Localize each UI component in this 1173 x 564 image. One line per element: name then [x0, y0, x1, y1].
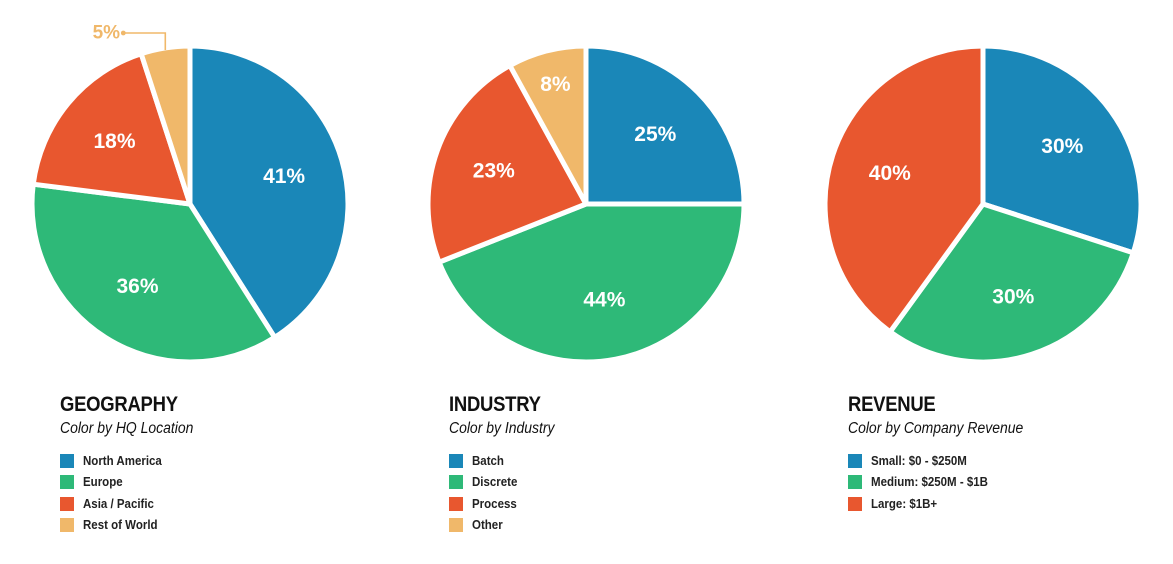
revenue-title: REVENUE [848, 393, 936, 416]
data-label-process: 23% [473, 159, 515, 182]
legend-item-process: Process [449, 493, 566, 515]
industry-caption: INDUSTRY Color by Industry Batch Discret… [449, 392, 566, 536]
legend-label: Discrete [472, 475, 518, 490]
revenue-caption: REVENUE Color by Company Revenue Small: … [848, 392, 1043, 515]
legend-swatch [449, 518, 463, 533]
pie-slice-europe [29, 181, 278, 365]
legend-item-europe: Europe [60, 472, 208, 494]
revenue-legend: Small: $0 - $250M Medium: $250M - $1B La… [848, 450, 1043, 515]
legend-label: Other [472, 518, 503, 533]
legend-item-north-america: North America [60, 450, 208, 472]
legend-swatch [60, 496, 74, 511]
geography-legend: North America Europe Asia / Pacific Rest… [60, 450, 208, 536]
geography-caption: GEOGRAPHY Color by HQ Location North Ame… [60, 392, 208, 536]
legend-swatch [848, 475, 862, 490]
legend-label: Medium: $250M - $1B [871, 475, 988, 490]
geography-pie-chart: 41% 36% 18% 5% [29, 23, 351, 365]
pie-slice-large-1b [822, 43, 986, 335]
geography-title: GEOGRAPHY [60, 393, 178, 416]
legend-item-small: Small: $0 - $250M [848, 450, 1043, 472]
data-label-small-0-250m: 30% [1041, 135, 1083, 158]
pie-slice-discrete [436, 201, 747, 365]
data-label-north-america: 41% [263, 165, 305, 188]
legend-swatch [848, 453, 862, 468]
legend-item-rest-of-world: Rest of World [60, 515, 208, 537]
legend-swatch [60, 518, 74, 533]
legend-label: Asia / Pacific [83, 496, 154, 511]
legend-item-discrete: Discrete [449, 472, 566, 494]
legend-swatch [449, 453, 463, 468]
industry-title: INDUSTRY [449, 393, 541, 416]
pie-slice-other [507, 43, 589, 207]
data-label-rest-of-world: 5% [93, 23, 121, 44]
data-label-batch: 25% [634, 123, 676, 146]
legend-item-asia-pacific: Asia / Pacific [60, 493, 208, 515]
legend-label: Batch [472, 453, 504, 468]
legend-item-other: Other [449, 515, 566, 537]
geography-subtitle: Color by HQ Location [60, 420, 194, 437]
callout-leader-line [123, 32, 167, 50]
legend-item-batch: Batch [449, 450, 566, 472]
legend-item-large: Large: $1B+ [848, 493, 1043, 515]
revenue-subtitle: Color by Company Revenue [848, 420, 1024, 437]
legend-label: Process [472, 496, 517, 511]
industry-pie-chart: 25% 44% 23% 8% [425, 43, 747, 365]
data-label-medium-250m-1b: 30% [992, 286, 1034, 309]
data-label-other: 8% [540, 73, 571, 96]
data-label-discrete: 44% [583, 289, 625, 312]
data-label-europe: 36% [116, 275, 158, 298]
pie-slice-medium-250m-1b [887, 201, 1136, 365]
legend-item-medium: Medium: $250M - $1B [848, 472, 1043, 494]
legend-label: North America [83, 453, 162, 468]
legend-label: Rest of World [83, 518, 158, 533]
callout-dot [120, 30, 126, 36]
data-label-large-1b: 40% [869, 162, 911, 185]
pie-slice-small-0-250m [980, 43, 1144, 256]
industry-legend: Batch Discrete Process Other [449, 450, 566, 536]
legend-label: Europe [83, 475, 123, 490]
legend-label: Large: $1B+ [871, 496, 938, 511]
legend-swatch [449, 475, 463, 490]
revenue-pie-chart: 30% 30% 40% [822, 43, 1144, 365]
pie-slice-batch [583, 43, 747, 207]
industry-subtitle: Color by Industry [449, 420, 555, 437]
data-label-asia-pacific: 18% [93, 130, 135, 153]
legend-swatch [449, 496, 463, 511]
legend-swatch [60, 453, 74, 468]
legend-swatch [60, 475, 74, 490]
legend-label: Small: $0 - $250M [871, 453, 967, 468]
legend-swatch [848, 496, 862, 511]
pie-slice-process [425, 63, 589, 265]
